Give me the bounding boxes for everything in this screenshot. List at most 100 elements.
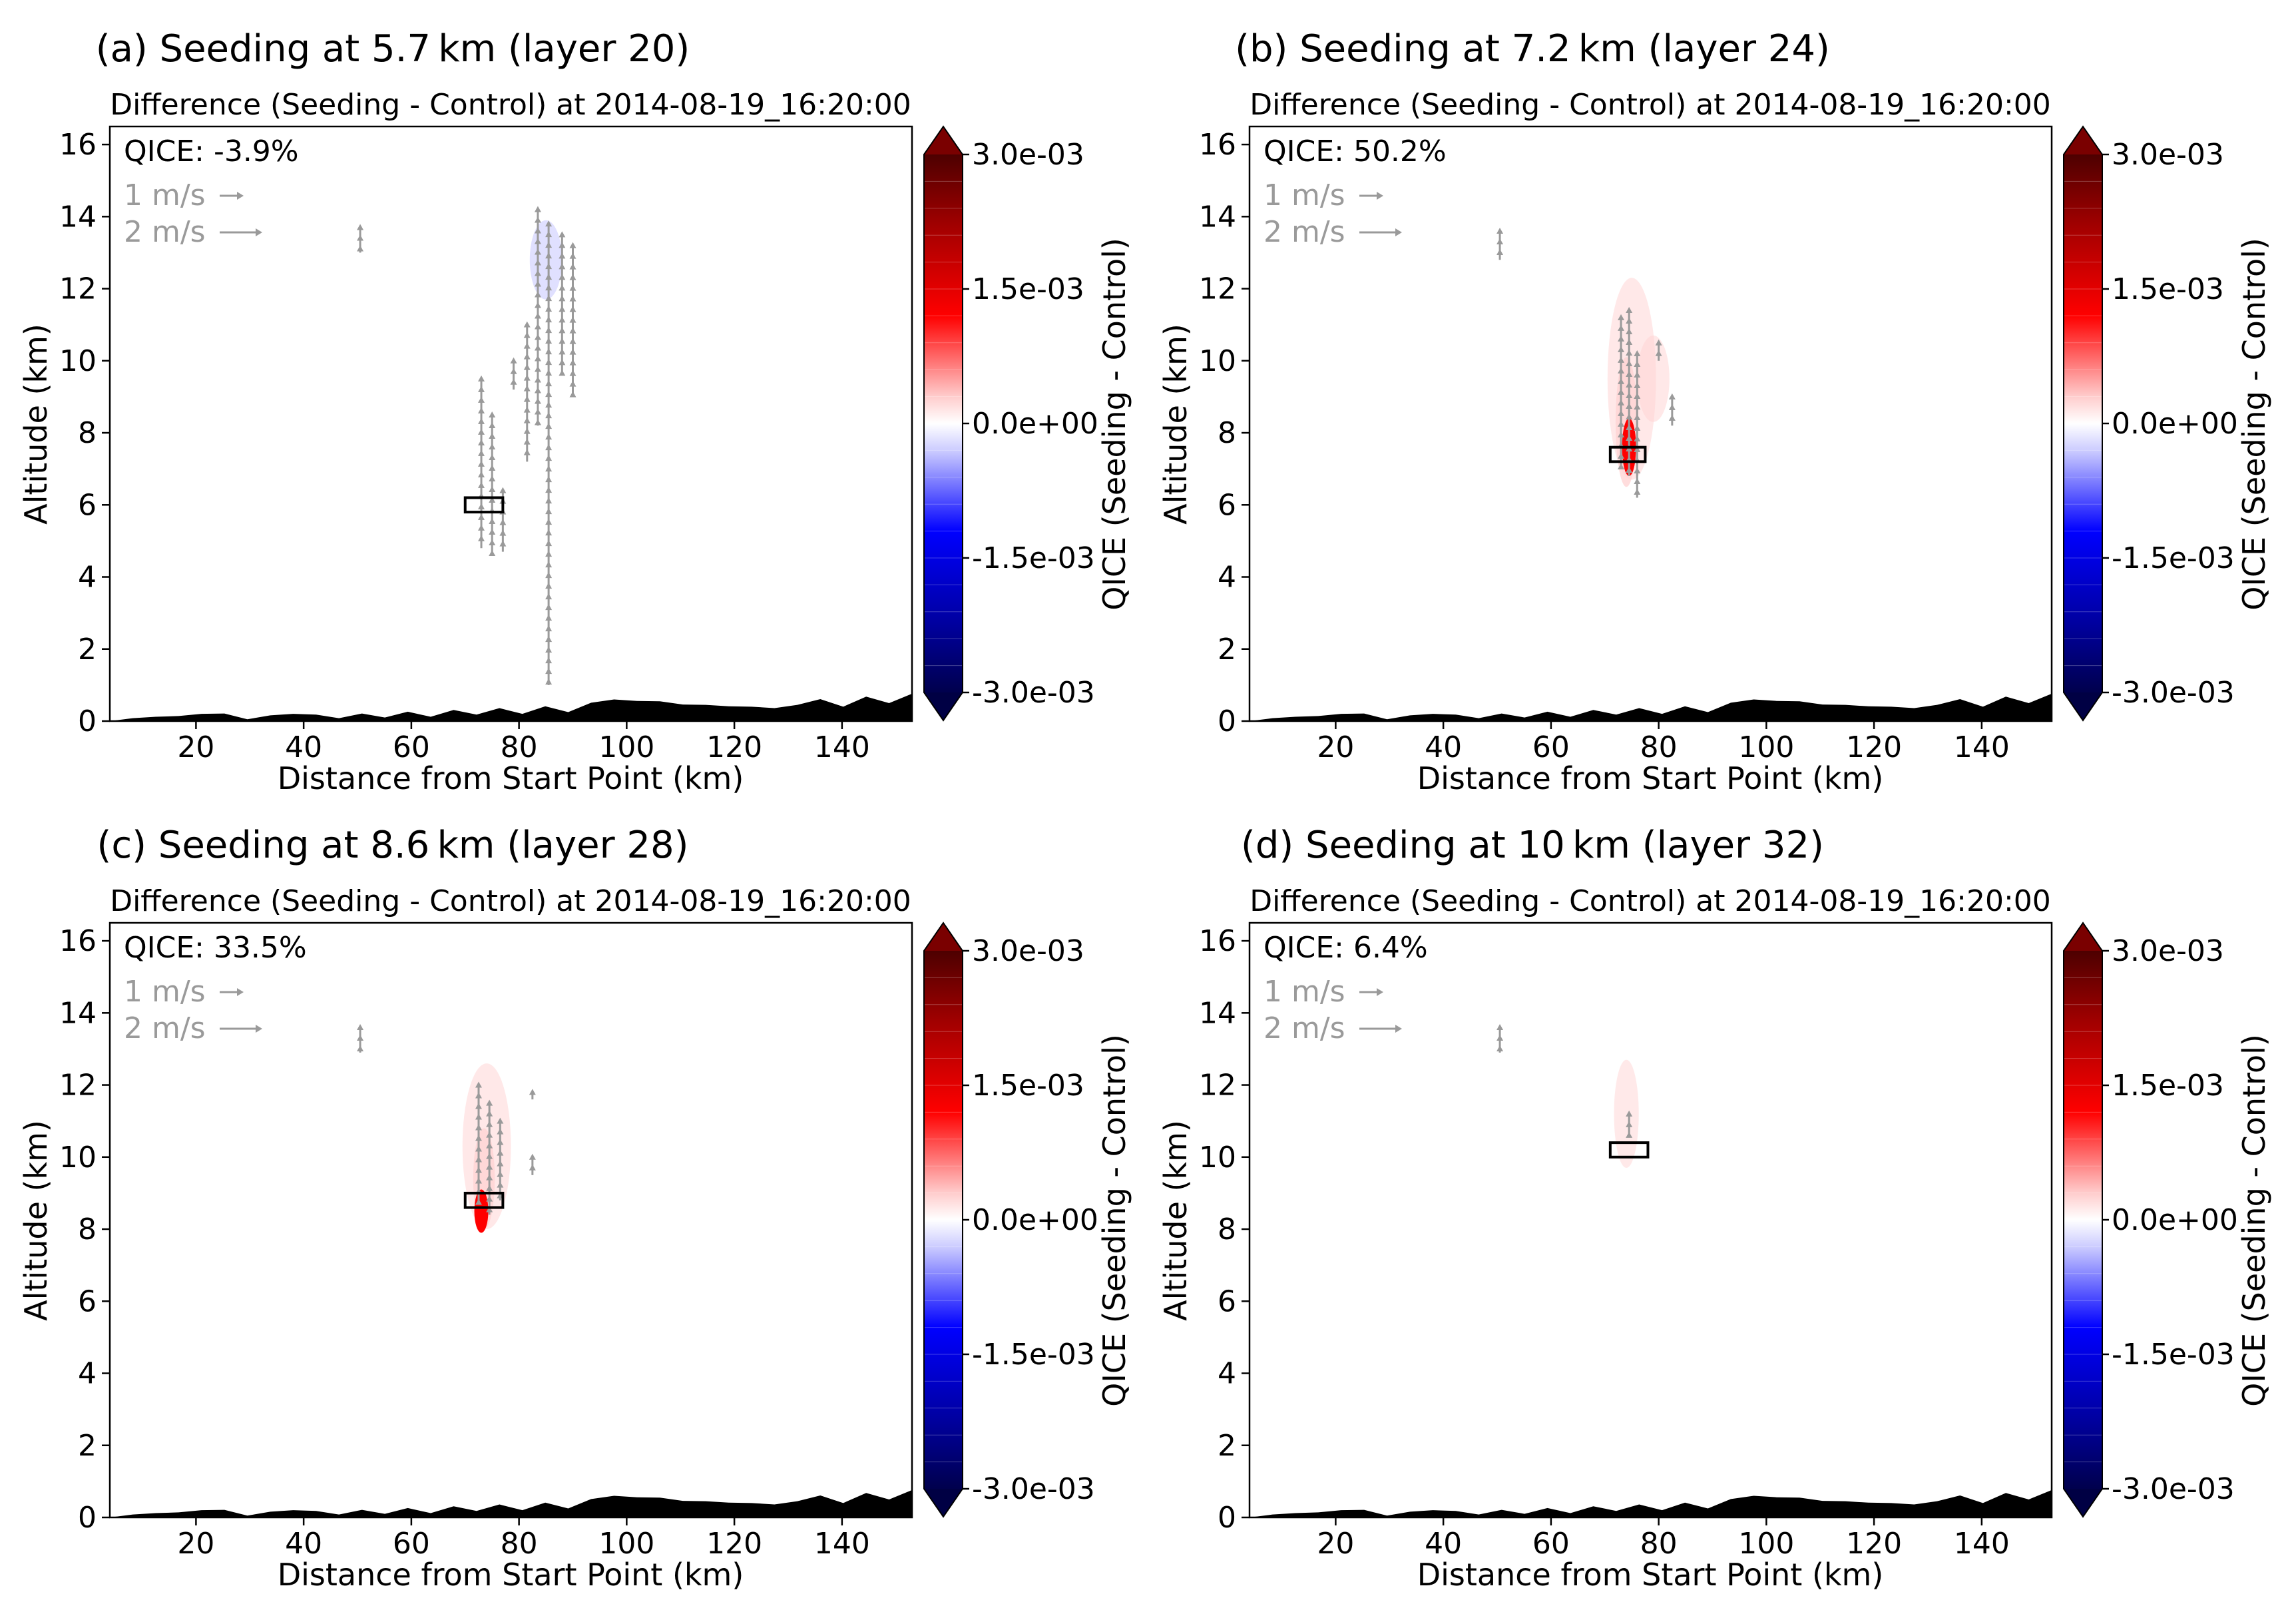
wind-vector-head: [486, 1131, 493, 1138]
wind-vector-head: [489, 421, 496, 428]
colorbar-tick-label: 0.0e+00: [2112, 407, 2238, 441]
colorbar-bottom-extend: [924, 692, 963, 720]
wind-vector-head: [357, 245, 364, 252]
x-axis-label: Distance from Start Point (km): [278, 1557, 744, 1593]
colorbar-tick-label: -3.0e-03: [2112, 676, 2235, 710]
wind-vector-head: [478, 471, 485, 477]
wind-vector-head: [569, 338, 576, 344]
y-tick-label: 12: [59, 1069, 97, 1103]
wind-vector-column-1: [1496, 1023, 1504, 1053]
wind-vector-head: [489, 539, 496, 545]
wind-vector-head: [1668, 414, 1676, 421]
wind-vector-column-10: [569, 242, 576, 398]
wind-vector-head: [523, 396, 531, 402]
y-axis-label: Altitude (km): [18, 324, 54, 525]
wind-vector-head: [1496, 1023, 1504, 1030]
vector-key-label: 2 m/s: [1263, 215, 1345, 249]
wind-vector-head: [523, 406, 531, 413]
wind-vector-head: [499, 487, 507, 493]
wind-vector-head: [1626, 424, 1633, 431]
wind-vector-column-4: [1634, 350, 1641, 498]
wind-vector-head: [1626, 382, 1633, 388]
wind-vector-head: [559, 284, 566, 291]
wind-vector-head: [559, 252, 566, 259]
wind-vector-head: [534, 312, 541, 319]
plot-area: [1250, 227, 2052, 721]
y-tick-label: 6: [78, 488, 97, 522]
wind-vector-head: [545, 284, 553, 291]
wind-vector-head: [545, 678, 553, 685]
colorbar: [2064, 951, 2102, 1489]
wind-vector-head: [489, 528, 496, 535]
wind-vector-head: [489, 549, 496, 556]
wind-vector-head: [497, 1181, 504, 1188]
wind-vector-head: [545, 401, 553, 408]
wind-vector-head: [559, 263, 566, 270]
wind-vector-head: [569, 327, 576, 334]
wind-vector-head: [534, 227, 541, 234]
wind-vector-head: [559, 274, 566, 280]
qice-anomaly-1: [529, 220, 563, 300]
chart-panel-4: (d) Seeding at 10 km (layer 32) Differenc…: [1158, 824, 2272, 1593]
wind-vector-head: [475, 1167, 482, 1173]
wind-vector-head: [478, 439, 485, 445]
colorbar-top-extend: [2064, 127, 2102, 154]
terrain-profile: [1250, 1489, 2052, 1517]
wind-vector-head: [1496, 238, 1504, 244]
wind-vector-head: [1618, 463, 1625, 469]
wind-vector-head: [1634, 403, 1641, 409]
colorbar-tick-label: 1.5e-03: [2112, 272, 2224, 306]
wind-vector-head: [357, 1023, 364, 1030]
wind-vector-head: [569, 252, 576, 259]
x-tick-label: 140: [1954, 1527, 2010, 1561]
wind-vector-head: [1634, 477, 1641, 484]
vector-key-arrowhead: [237, 192, 244, 200]
wind-vector-column-1: [1496, 227, 1504, 260]
wind-vector-head: [534, 259, 541, 266]
wind-vector-head: [1634, 435, 1641, 441]
wind-vector-head: [534, 238, 541, 244]
y-tick-label: 4: [78, 1357, 97, 1391]
x-axis-label: Distance from Start Point (km): [1417, 760, 1884, 796]
wind-vector-column-5: [1655, 339, 1662, 361]
wind-vector-head: [489, 464, 496, 471]
wind-vector-head: [569, 359, 576, 366]
wind-vector-head: [486, 1195, 493, 1202]
wind-vector-head: [523, 364, 531, 370]
y-tick-label: 2: [1218, 633, 1236, 666]
x-tick-label: 120: [1846, 1527, 1902, 1561]
wind-vector-head: [569, 263, 576, 270]
x-tick-label: 20: [177, 1527, 214, 1561]
y-tick-label: 6: [78, 1284, 97, 1318]
y-tick-label: 14: [1199, 200, 1236, 234]
x-tick-label: 80: [1640, 1527, 1678, 1561]
colorbar-label: QICE (Seeding - Control): [2236, 1034, 2272, 1407]
y-tick-label: 12: [1199, 272, 1236, 306]
wind-vector-column-2: [475, 1081, 482, 1205]
vector-key-arrowhead: [1395, 228, 1402, 236]
wind-vector-head: [559, 370, 566, 376]
vector-key-label: 2 m/s: [1263, 1011, 1345, 1045]
x-tick-label: 120: [706, 1527, 762, 1561]
wind-vector-head: [559, 338, 566, 344]
colorbar-tick-label: -3.0e-03: [2112, 1472, 2235, 1506]
y-tick-label: 8: [78, 416, 97, 450]
x-tick-label: 60: [393, 730, 430, 764]
wind-vector-head: [545, 593, 553, 600]
chart-title: Difference (Seeding - Control) at 2014-0…: [1250, 884, 2051, 918]
colorbar-top-extend: [924, 127, 963, 154]
x-tick-label: 20: [177, 730, 214, 764]
vector-key-arrowhead: [1377, 988, 1383, 996]
wind-vector-column-4: [497, 1117, 504, 1200]
wind-vector-head: [534, 216, 541, 223]
wind-vector-head: [534, 408, 541, 415]
y-axis-label: Altitude (km): [18, 1120, 54, 1321]
wind-vector-head: [569, 274, 576, 280]
y-tick-label: 0: [78, 1501, 97, 1535]
wind-vector-head: [523, 427, 531, 434]
wind-vector-head: [489, 496, 496, 503]
wind-vector-head: [534, 398, 541, 404]
wind-vector-head: [559, 348, 566, 355]
colorbar-bottom-extend: [2064, 692, 2102, 720]
